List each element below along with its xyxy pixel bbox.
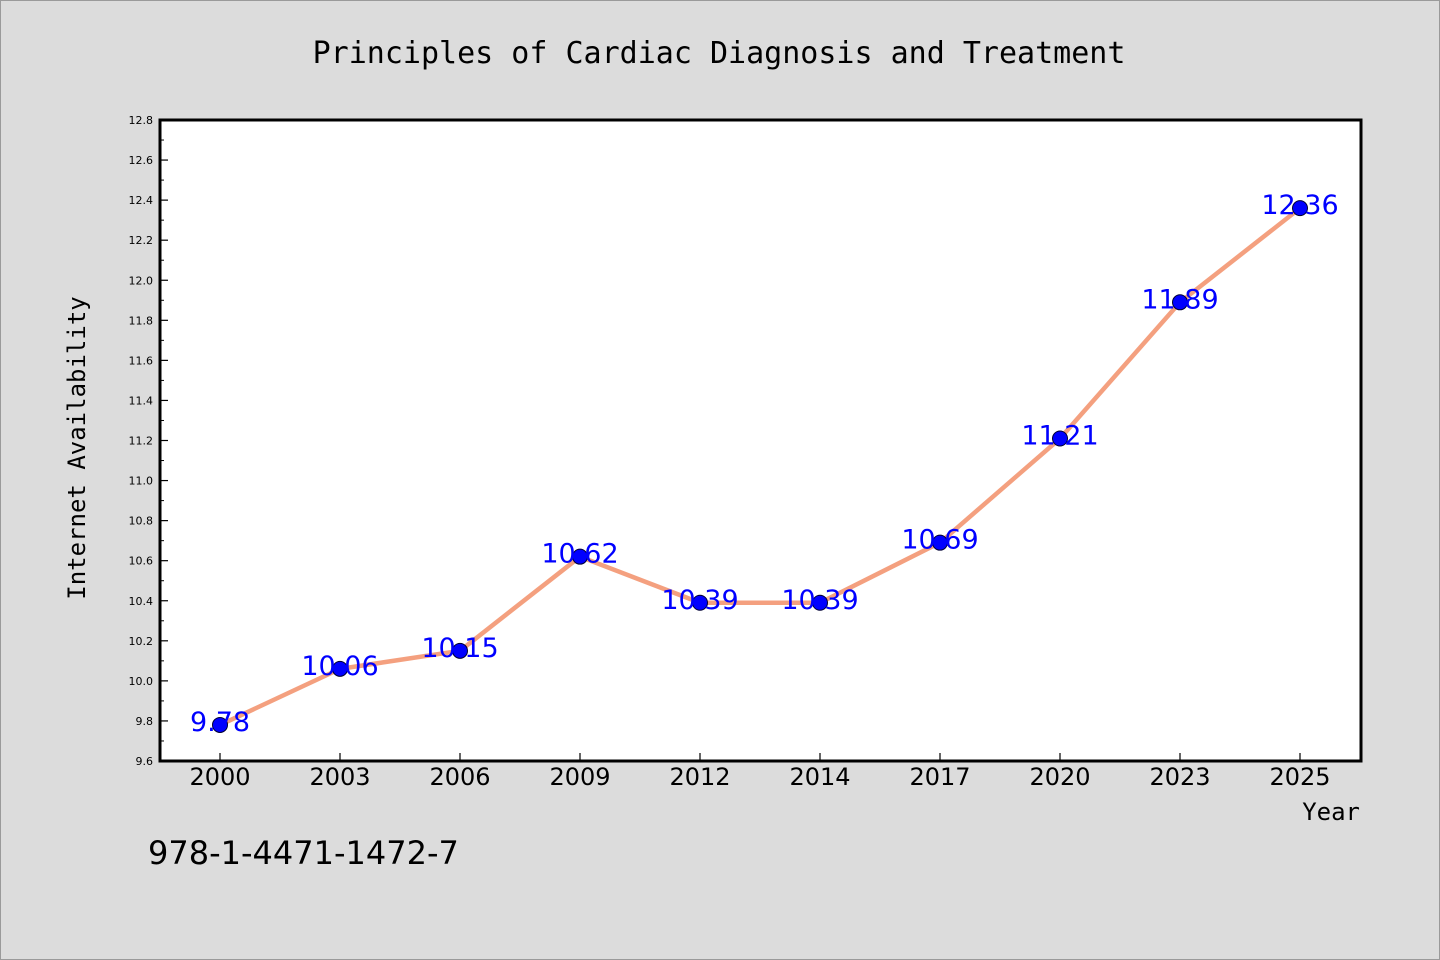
- y-tick-label: 11.4: [129, 394, 154, 407]
- x-axis-label: Year: [1302, 798, 1360, 826]
- y-tick-label: 9.6: [136, 755, 154, 768]
- data-point: [332, 660, 348, 677]
- series-line: [217, 205, 1303, 728]
- x-tick-label: 2025: [1269, 763, 1330, 791]
- x-tick-label: 2017: [909, 763, 970, 791]
- y-tick-label: 12.8: [129, 114, 154, 127]
- y-tick-label: 10.8: [129, 515, 154, 528]
- y-tick-label: 11.6: [129, 354, 154, 367]
- data-label: 10.39: [661, 585, 738, 616]
- x-tick-label: 2012: [669, 763, 730, 791]
- x-tick-label: 2023: [1149, 763, 1210, 791]
- plot-area: [158, 118, 1363, 763]
- x-tick-label: 2014: [789, 763, 850, 791]
- data-point: [1052, 430, 1068, 447]
- data-points: [212, 200, 1308, 733]
- x-tick-label: 2006: [429, 763, 490, 791]
- y-tick-label: 12.6: [129, 154, 154, 167]
- data-label: 9.78: [190, 707, 250, 738]
- data-label: 10.06: [301, 651, 378, 682]
- data-label: 10.62: [541, 539, 618, 570]
- data-label: 11.89: [1141, 284, 1218, 315]
- data-label: 10.15: [421, 633, 498, 664]
- y-tick-label: 9.8: [136, 715, 154, 728]
- y-tick-label: 10.0: [129, 675, 154, 688]
- data-point: [1292, 200, 1308, 217]
- y-tick-label: 10.2: [129, 635, 154, 648]
- y-tick-label: 12.4: [129, 194, 154, 207]
- data-label: 10.39: [781, 585, 858, 616]
- x-tick-label: 2000: [189, 763, 250, 791]
- data-point: [692, 594, 708, 611]
- y-tick-label: 11.0: [129, 475, 154, 488]
- isbn-text: 978-1-4471-1472-7: [148, 834, 459, 872]
- y-tick-label: 12.2: [129, 234, 154, 247]
- data-label: 11.21: [1021, 420, 1098, 451]
- series-line-group: [217, 205, 1303, 728]
- x-axis: 2000 2003 2006 2009 2012 2014 2017 2020 2023 2025: [189, 753, 1331, 791]
- data-point: [932, 534, 948, 551]
- y-axis: 9.6 9.8 10.0 10.2 10.4 10.6 10.8 11.0 11.2 11.4 11…: [129, 114, 168, 768]
- y-tick-label: 10.4: [129, 595, 154, 608]
- y-axis-label: Internet Availability: [63, 296, 91, 599]
- x-tick-label: 2020: [1029, 763, 1090, 791]
- chart-title: Principles of Cardiac Diagnosis and Trea…: [313, 36, 1126, 71]
- data-point: [1172, 294, 1188, 311]
- data-point: [212, 716, 228, 733]
- data-point: [812, 594, 828, 611]
- data-point: [452, 642, 468, 659]
- data-label: 12.36: [1261, 190, 1338, 221]
- y-tick-label: 11.8: [129, 314, 154, 327]
- data-label: 10.69: [901, 525, 978, 556]
- data-labels: 9.78 10.06 10.15 10.62 10.39 10.39 10.69 11.21 1…: [190, 190, 1339, 738]
- y-tick-label: 12.0: [129, 274, 154, 287]
- y-tick-label: 11.2: [129, 435, 154, 448]
- y-tick-label: 10.6: [129, 555, 154, 568]
- x-tick-label: 2009: [549, 763, 610, 791]
- x-tick-label: 2003: [309, 763, 370, 791]
- data-point: [572, 548, 588, 565]
